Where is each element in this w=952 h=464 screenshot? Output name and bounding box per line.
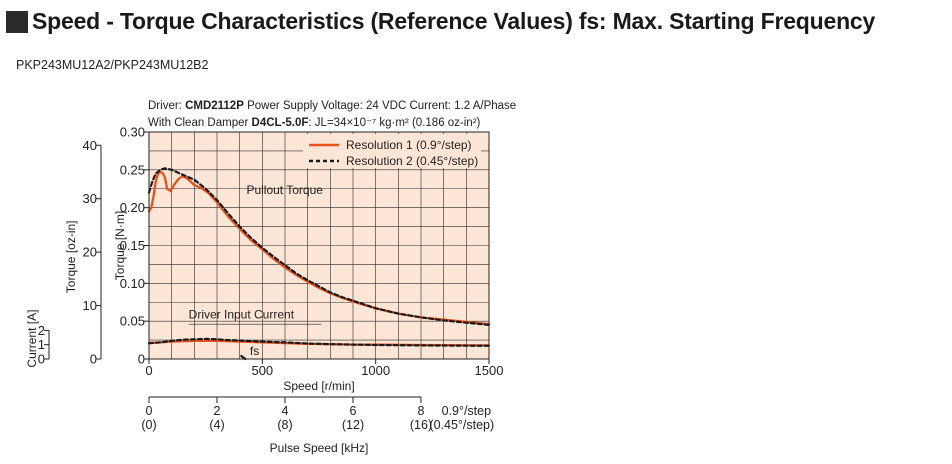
x-tick-label: 1000 [361, 363, 390, 378]
legend-label-resolution-2: Resolution 2 (0.45°/step) [346, 154, 478, 168]
conditions-line-2: With Clean Damper D4CL-5.0F: JL=34×10⁻⁷ … [148, 117, 481, 129]
ozin-axis: 0 10 20 30 40 [83, 138, 102, 367]
pulse-tick-label-res1: 6 [350, 404, 357, 418]
y-tick-label: 0.15 [120, 238, 145, 253]
ozin-tick-label: 0 [90, 352, 97, 367]
x-axis-label: Speed [r/min] [283, 379, 354, 393]
damper-model: D4CL-5.0F [252, 117, 309, 129]
pulse-tick-label-res2: (4) [209, 418, 224, 432]
y-axis-label-current: Current [A] [25, 310, 39, 368]
legend: Resolution 1 (0.9°/step) Resolution 2 (0… [303, 134, 481, 168]
pulse-tick-label-res2: (16) [410, 418, 432, 432]
series-layer [147, 167, 491, 361]
heading: Speed - Torque Characteristics (Referenc… [6, 8, 875, 35]
series-current-resolution-2 [147, 337, 491, 347]
ozin-tick-label: 10 [83, 298, 97, 313]
page-title: Speed - Torque Characteristics (Referenc… [32, 8, 876, 34]
pulse-note-res2: (0.45°/step) [429, 418, 494, 432]
x-tick-label: 500 [251, 363, 273, 378]
ozin-tick-label: 20 [83, 245, 97, 260]
y-axis-label: Torque [N·m] [113, 211, 127, 280]
y-tick-label: 0.20 [120, 200, 145, 215]
pulse-tick-label-res1: 0 [146, 404, 153, 418]
legend-box [303, 134, 481, 168]
x-tick-labels: 0 500 1000 1500 [145, 359, 503, 378]
current-tick-label: 2 [38, 323, 45, 338]
current-tick-label: 1 [38, 337, 45, 352]
pulse-tick-label-res2: (12) [342, 418, 364, 432]
ozin-tick-label: 30 [83, 191, 97, 206]
y-tick-label: 0.10 [120, 276, 145, 291]
supply-text: Power Supply Voltage: 24 VDC Current: 1.… [244, 100, 516, 112]
conditions-line-1: Driver: CMD2112P Power Supply Voltage: 2… [148, 100, 516, 112]
legend-label-resolution-1: Resolution 1 (0.9°/step) [346, 138, 472, 152]
series-torque-resolution-2 [147, 167, 491, 326]
y-tick-label: 0.05 [120, 314, 145, 329]
annotation-driver-input-current: Driver Input Current [189, 308, 295, 322]
x-tick-label: 1500 [475, 363, 504, 378]
current-axis: 012 [38, 323, 50, 367]
y-tick-label: 0.30 [120, 125, 145, 140]
y-tick-label: 0 [138, 352, 145, 367]
ozin-tick-label: 40 [83, 138, 97, 153]
pulse-axis-label: Pulse Speed [kHz] [270, 441, 369, 455]
driver-model: CMD2112P [185, 100, 244, 112]
y-axis-label-ozin: Torque [oz-in] [64, 220, 78, 293]
damper-prefix: With Clean Damper [148, 117, 252, 129]
driver-label: Driver: [148, 100, 185, 112]
annotation-fs: fs [250, 344, 259, 358]
current-tick-label: 0 [38, 352, 45, 367]
plot-frame [148, 131, 490, 360]
pulse-tick-label-res1: 8 [418, 404, 425, 418]
pulse-tick-label-res1: 4 [282, 404, 289, 418]
inertia-text: : JL=34×10⁻⁷ kg·m² (0.186 oz-in²) [308, 117, 480, 129]
pulse-tick-label-res1: 2 [214, 404, 221, 418]
grid [149, 132, 489, 359]
annotation-pullout-torque: Pullout Torque [246, 183, 323, 197]
heading-square-icon [6, 10, 28, 33]
y-tick-labels: 0 0.05 0.10 0.15 0.20 0.25 0.30 [120, 125, 149, 367]
pulse-note-res1: 0.9°/step [442, 404, 492, 418]
pulse-tick-label-res2: (0) [141, 418, 156, 432]
model-number: PKP243MU12A2/PKP243MU12B2 [16, 58, 209, 72]
pulse-tick-label-res2: (8) [277, 418, 292, 432]
y-tick-label: 0.25 [120, 162, 145, 177]
x-tick-label: 0 [145, 363, 152, 378]
pulse-axis: 0(0) 2(4) 4(8) 6(12) 8(16) 0.9°/step(0.45°/st… [141, 396, 494, 432]
